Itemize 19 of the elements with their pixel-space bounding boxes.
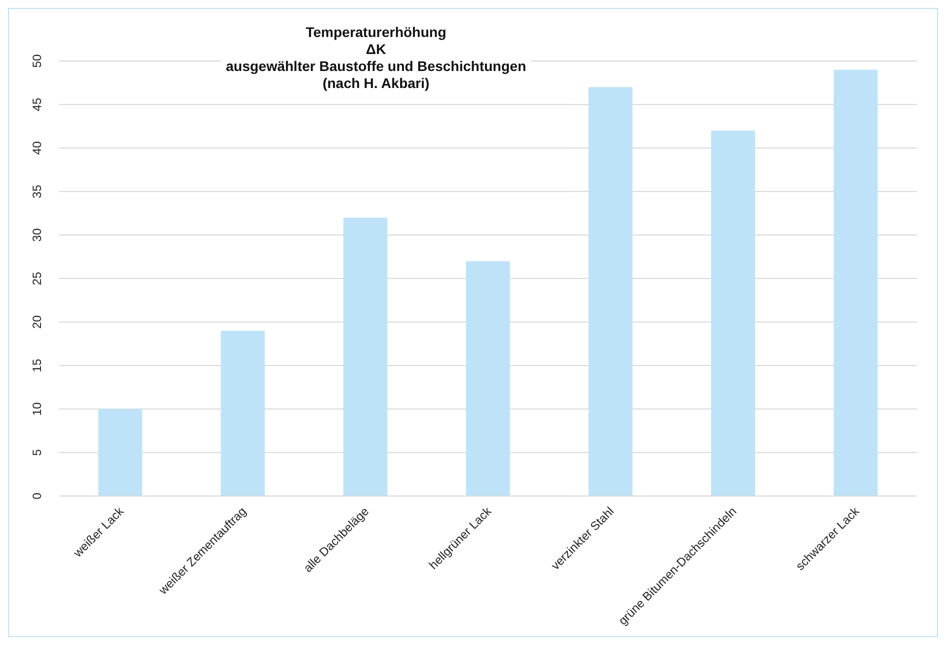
y-tick-label: 20 <box>30 315 44 329</box>
bar <box>343 218 388 496</box>
bar <box>834 70 878 496</box>
y-tick-label: 45 <box>30 98 44 112</box>
y-tick-label: 40 <box>30 141 44 155</box>
bar <box>711 130 756 496</box>
y-tick-label: 50 <box>30 54 44 68</box>
y-tick-label: 10 <box>30 402 44 416</box>
bar <box>588 87 633 496</box>
chart-title: Temperaturerhöhung ΔK ausgewählter Baustoffe und Beschichtungen (nach H. Akbari) <box>221 24 531 92</box>
y-tick-label: 35 <box>30 184 44 198</box>
y-tick-label: 5 <box>30 448 44 456</box>
y-tick-label: 15 <box>30 358 44 372</box>
bar <box>220 330 265 496</box>
y-tick-label: 30 <box>30 228 44 242</box>
y-tick-label: 0 <box>30 492 44 500</box>
bar <box>98 409 142 496</box>
y-tick-label: 25 <box>30 272 44 286</box>
bar <box>466 261 510 496</box>
